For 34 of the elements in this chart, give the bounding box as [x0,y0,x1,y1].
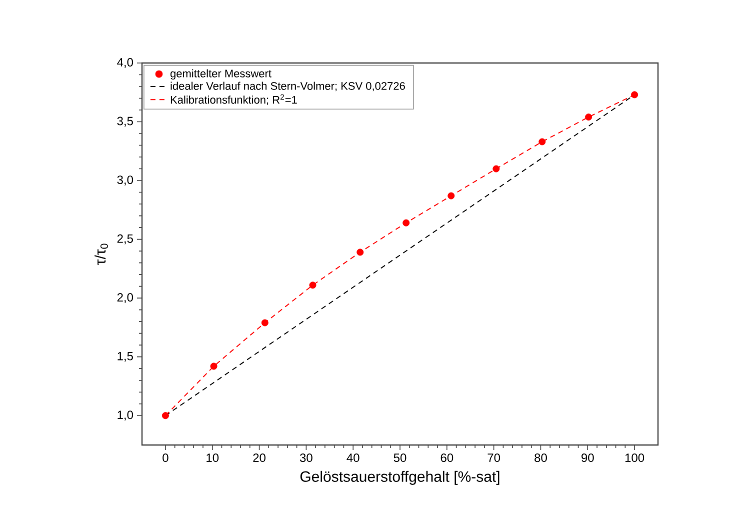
x-tick-label: 50 [394,454,406,462]
legend-label: gemittelter Messwert [170,69,272,80]
y-tick-label: 1,0 [118,410,134,421]
point [210,362,218,370]
x-tick-label: 0 [162,454,168,462]
x-tick-label: 70 [488,454,500,462]
point [448,192,455,200]
y-tick-label: 2,5 [117,234,133,244]
x-tick-label: 40 [346,454,360,462]
point [492,165,500,172]
y-tick-label: 2,0 [117,293,134,304]
point [261,319,268,326]
x-tick-label: 30 [300,454,312,462]
x-tick-label: 100 [625,454,644,462]
point [585,114,592,121]
y-axis-title: τ/τ$_{0}$ [94,244,108,265]
legend-label: idealer Verlauf nach Stern-Volmer; KSV 0,02726 [170,82,405,92]
x-tick-label: 60 [440,454,454,462]
legend-label: Kalibrationsfunktion; R$^{2}$=1 [170,94,297,106]
point [538,138,546,146]
x-tick-label: 80 [534,454,547,462]
y-tick-label: 4,0 [117,58,134,68]
point [356,248,364,256]
point [162,412,169,420]
y-tick-label: 1,5 [118,352,133,362]
x-tick-label: 20 [253,454,266,462]
point [631,91,638,98]
point [402,219,410,226]
y-tick-label: 3,0 [117,176,134,186]
x-tick-label: 10 [206,454,219,462]
y-tick-label: 3,5 [117,116,133,127]
x-tick-label: 90 [582,454,594,462]
x-axis-title: Gelöstsauerstoffgehalt [%-sat] [300,470,500,485]
point [309,282,316,289]
